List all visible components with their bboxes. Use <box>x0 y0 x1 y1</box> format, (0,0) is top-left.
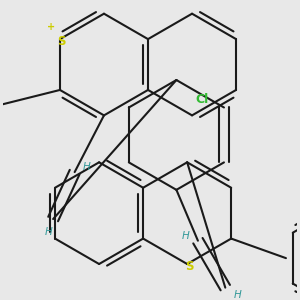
Text: H: H <box>82 162 90 172</box>
Text: S: S <box>57 34 65 48</box>
Text: Cl: Cl <box>196 93 209 106</box>
Text: S: S <box>185 260 194 273</box>
Text: H: H <box>181 231 189 241</box>
Text: H: H <box>44 227 52 237</box>
Text: H: H <box>234 290 242 300</box>
Text: +: + <box>47 22 55 32</box>
